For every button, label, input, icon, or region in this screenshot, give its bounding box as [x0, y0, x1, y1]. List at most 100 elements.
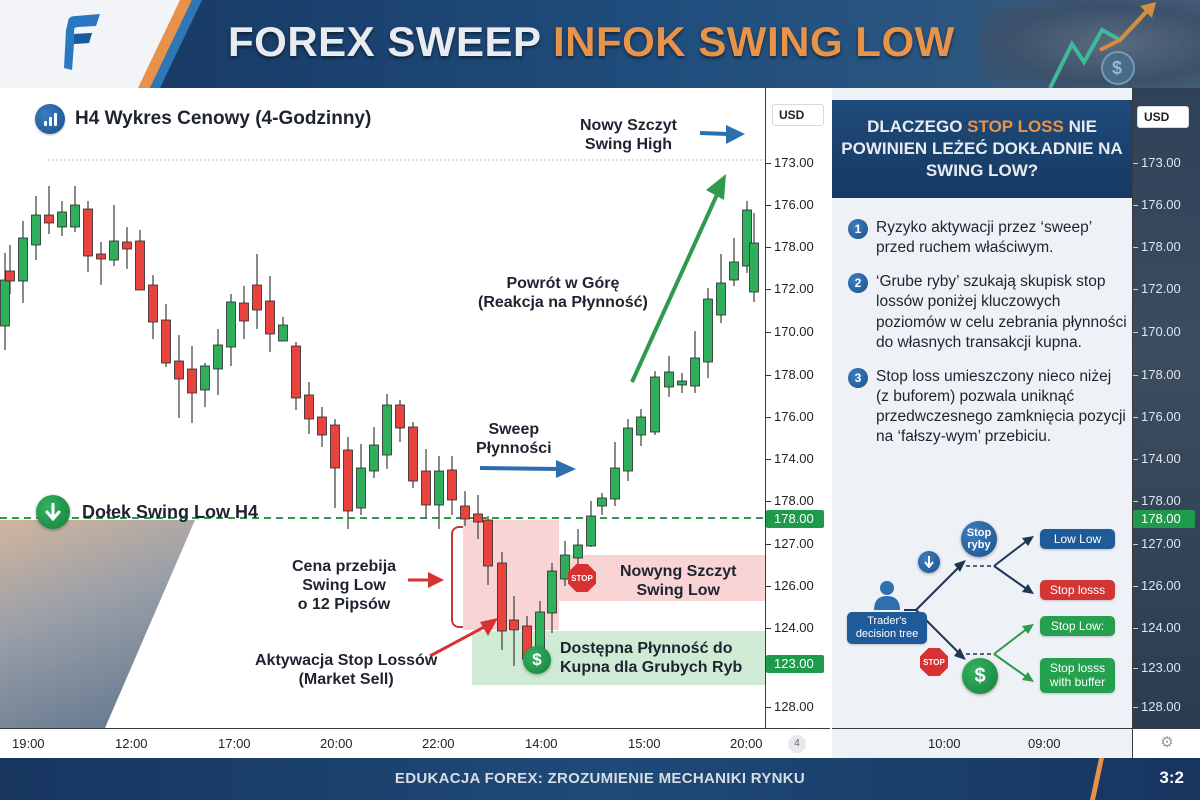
price-axis[interactable]: USD 173.00 176.00 178.00 172.00 170.00 178.00…	[765, 88, 830, 728]
candle	[57, 211, 67, 228]
reason-list: 1 Ryzyko aktywacji przez ‘sweep’ przed r…	[848, 218, 1128, 461]
number-2-icon: 2	[848, 273, 868, 294]
annotation-liquidity: Dostępna Płynność do Kupna dla Grubych Ry…	[560, 640, 743, 677]
price-tick: 176.00	[1133, 197, 1181, 212]
price-tick: 127.00	[766, 536, 814, 551]
currency-selector[interactable]: USD	[772, 104, 824, 126]
price-tick: 178.00	[766, 239, 814, 254]
price-tick: 178.00	[1133, 493, 1181, 508]
reversal-arrow-line	[630, 187, 722, 383]
decision-tree: Trader's decision tree Stop ryby $ STOP …	[832, 518, 1132, 698]
currency-selector[interactable]: USD	[1137, 106, 1189, 128]
candle	[343, 449, 353, 512]
candle	[597, 497, 607, 507]
annotation-stop-activation: Aktywacja Stop Lossów (Market Sell)	[255, 652, 438, 689]
price-tick: 124.00	[766, 620, 814, 635]
candle	[703, 298, 713, 363]
candle	[18, 237, 28, 282]
time-axis[interactable]: 19:00 12:00 17:00 20:00 22:00 14:00 15:00 20:00…	[0, 728, 830, 758]
price-tick: 123.00	[1133, 660, 1181, 675]
secondary-price-axis[interactable]: USD 173.00 176.00 178.00 172.00 170.00 178.00…	[1132, 88, 1200, 758]
candle	[560, 554, 570, 580]
candle	[573, 544, 583, 559]
time-tick: 19:00	[12, 736, 45, 751]
brand-logo-icon	[64, 14, 100, 70]
candle	[31, 214, 41, 246]
swing-high-arrow-head	[726, 125, 745, 144]
dollar-icon: $	[962, 658, 998, 694]
price-tick: 170.00	[1133, 324, 1181, 339]
candle	[252, 284, 262, 311]
time-tick: 22:00	[422, 736, 455, 751]
time-tick: 17:00	[218, 736, 251, 751]
price-tick: 174.00	[1133, 451, 1181, 466]
price-tick: 127.00	[1133, 536, 1181, 551]
candle	[356, 467, 366, 509]
number-3-icon: 3	[848, 367, 868, 388]
annotation-swing-high: Nowy Szczyt Swing High	[580, 117, 677, 154]
candle	[5, 270, 15, 282]
candle	[716, 282, 726, 316]
price-tick: 173.00	[1133, 155, 1181, 170]
price-tick: 178.00	[1133, 239, 1181, 254]
chart-title: H4 Wykres Cenowy (4-Godzinny)	[75, 108, 372, 129]
price-tick: 176.00	[1133, 409, 1181, 424]
time-tick: 15:00	[628, 736, 661, 751]
candle	[265, 300, 275, 335]
candle	[161, 319, 171, 364]
sweep-arrow-head	[556, 460, 576, 478]
time-tick: 12:00	[115, 736, 148, 751]
swing-low-label: Dołek Swing Low H4	[36, 495, 258, 529]
trader-person-icon	[872, 580, 902, 615]
candle	[213, 344, 223, 370]
annotation-price-breaks: Cena przebija Swing Low o 12 Pipsów	[292, 558, 397, 614]
candle	[497, 562, 507, 632]
candle	[447, 469, 457, 501]
down-arrow-icon	[918, 551, 940, 573]
price-tick: 172.00	[766, 281, 814, 296]
explanation-panel: DLACZEGO STOP LOSS NIE POWINIEN LEŻEĆ DO…	[832, 88, 1132, 758]
page-title: FOREX SWEEP INFOK SWING LOW	[228, 18, 955, 65]
candle	[586, 515, 596, 547]
candle	[109, 240, 119, 261]
aspect-ratio-label: 3:2	[1159, 768, 1184, 787]
number-1-icon: 1	[848, 219, 868, 239]
explanation-header: DLACZEGO STOP LOSS NIE POWINIEN LEŻEĆ DO…	[832, 100, 1132, 198]
time-tick: 20:00	[730, 736, 763, 751]
candle	[749, 242, 759, 293]
price-level-badge: 178.00	[766, 510, 824, 528]
price-tick: 173.00	[766, 155, 814, 170]
candle	[382, 404, 392, 456]
candle	[96, 253, 106, 260]
bar-chart-icon	[35, 104, 65, 134]
header-money-illustration: $	[980, 0, 1200, 88]
candle	[421, 470, 431, 506]
timeframe-badge[interactable]: 4	[788, 735, 806, 753]
price-level-badge: 123.00	[766, 655, 824, 673]
price-level-badge: 178.00	[1133, 510, 1195, 528]
candle	[650, 376, 660, 433]
candle	[70, 204, 80, 228]
decision-tree-lines	[904, 536, 1034, 682]
candle	[122, 241, 132, 250]
dollar-icon: $	[523, 646, 551, 674]
candle	[226, 301, 236, 348]
settings-gear-icon[interactable]: ⚙	[1133, 728, 1200, 758]
price-tick: 170.00	[766, 324, 814, 339]
candle	[317, 416, 327, 436]
stop-sign-icon: STOP	[920, 648, 948, 676]
candle	[742, 209, 752, 267]
candle	[200, 365, 210, 391]
annotation-reversal: Powrót w Górę (Reakcja na Płynność)	[478, 275, 648, 312]
panel-time-axis[interactable]: 10:00 09:00	[832, 728, 1132, 758]
stop-sign-icon: STOP	[568, 564, 596, 592]
candle	[148, 284, 158, 323]
price-tick: 128.00	[1133, 699, 1181, 714]
header-banner: FOREX SWEEP INFOK SWING LOW $	[0, 0, 1200, 88]
price-tick: 176.00	[766, 409, 814, 424]
reason-item: 3 Stop loss umieszczony nieco niżej (z b…	[848, 367, 1128, 448]
price-tick: 176.00	[766, 197, 814, 212]
price-chart-panel: H4 Wykres Cenowy (4-Godzinny) Nowy Szczy…	[0, 88, 830, 758]
candle	[174, 360, 184, 380]
